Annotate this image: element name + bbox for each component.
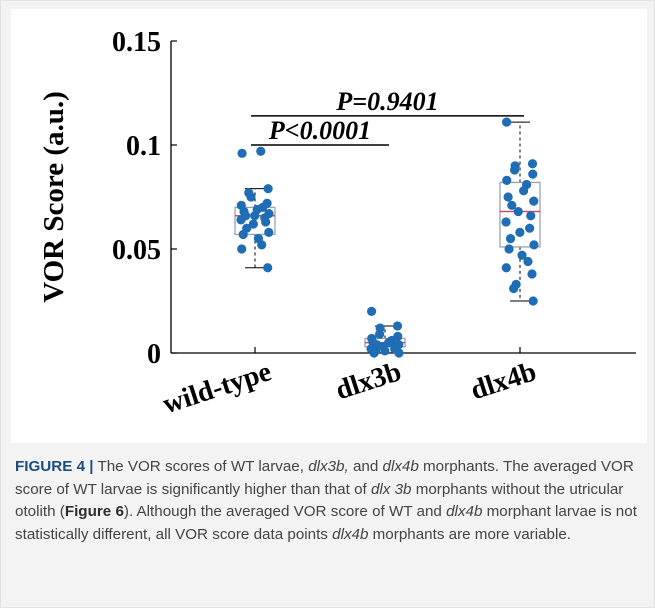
caption-text-5: ). Although the averaged VOR score of WT… <box>123 503 447 520</box>
data-point <box>263 263 273 273</box>
box-iqr <box>499 181 541 248</box>
caption-text-4: morphants without the utricular otolith … <box>15 480 624 521</box>
data-point <box>527 159 538 169</box>
data-point <box>256 146 266 156</box>
chart-panel: 0 0.05 0.1 0.15 wild-type dlx3b dlx4b P<0.0001… <box>11 9 647 443</box>
data-point <box>525 223 535 233</box>
caption-label: FIGURE 4 | <box>15 458 94 475</box>
data-point <box>238 229 248 240</box>
data-point <box>366 306 377 316</box>
data-point <box>501 217 511 227</box>
data-point <box>236 215 246 225</box>
data-point <box>509 165 520 175</box>
data-point <box>526 211 536 221</box>
data-point <box>248 219 258 229</box>
x-tick-label: dlx4b <box>467 356 540 406</box>
caption-text-2: and <box>348 458 383 475</box>
caption-text-3: morphants. The averaged VOR score of WT … <box>15 458 634 498</box>
caption-text-1: The VOR scores of WT larvae, <box>93 458 309 475</box>
data-point <box>503 192 513 202</box>
data-point <box>502 175 512 185</box>
data-point <box>392 321 403 331</box>
data-point <box>515 227 525 237</box>
y-axis-label: VOR Score (a.u.) <box>38 91 70 303</box>
data-point <box>374 329 385 339</box>
data-point <box>529 240 539 250</box>
box-plot: 0 0.05 0.1 0.15 wild-type dlx3b dlx4b P<0.0001… <box>38 27 636 420</box>
caption-gene-dlx3b-2: dlx 3b <box>370 480 412 498</box>
data-point <box>501 117 512 127</box>
data-point <box>380 346 390 356</box>
data-point <box>513 206 523 217</box>
data-point <box>263 184 273 194</box>
data-point <box>528 169 538 179</box>
data-point <box>264 227 274 237</box>
y-tick-label: 0.05 <box>112 235 161 266</box>
x-tick-label: dlx3b <box>332 356 405 406</box>
data-point <box>528 296 538 306</box>
data-point <box>507 200 517 210</box>
data-point <box>504 244 514 254</box>
data-point <box>527 269 537 279</box>
data-point <box>237 148 247 158</box>
caption-gene-dlx4b-2: dlx4b <box>446 503 483 520</box>
y-tick-label: 0.15 <box>112 27 161 58</box>
data-point <box>261 217 271 227</box>
caption-figure-link[interactable]: Figure 6 <box>64 503 124 520</box>
data-point <box>519 186 529 196</box>
data-point <box>369 348 379 358</box>
data-point <box>257 240 267 250</box>
data-point <box>501 263 511 273</box>
data-point <box>523 256 533 267</box>
data-point <box>529 196 539 206</box>
p-value-label: P=0.9401 <box>335 87 438 116</box>
data-point <box>394 348 404 358</box>
y-tick-label: 0.1 <box>126 131 161 162</box>
caption-gene-dlx3b: dlx3b, <box>308 458 349 475</box>
data-point <box>517 250 527 260</box>
y-tick-label: 0 <box>147 339 161 370</box>
caption-text-7: morphants are more variable. <box>368 525 572 543</box>
caption-gene-dlx4b-3: dlx4b <box>332 525 369 543</box>
p-value-label: P<0.0001 <box>268 116 371 145</box>
data-point <box>246 192 256 202</box>
data-point <box>505 234 516 244</box>
caption-text-6: morphant larvae is not statistically dif… <box>15 503 637 543</box>
data-point <box>509 283 519 294</box>
x-tick-label: wild-type <box>159 356 275 420</box>
figure-caption: FIGURE 4 | The VOR scores of WT larvae, … <box>15 456 645 546</box>
data-point <box>250 211 260 221</box>
data-point <box>237 244 247 254</box>
caption-gene-dlx4b: dlx4b <box>382 458 419 475</box>
